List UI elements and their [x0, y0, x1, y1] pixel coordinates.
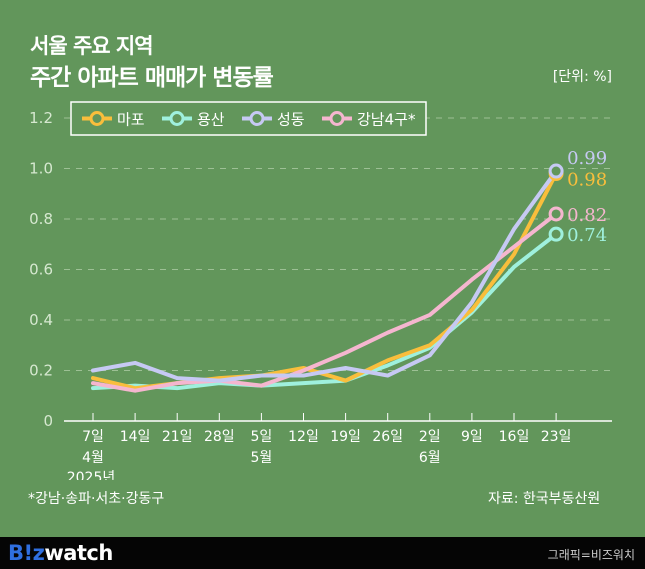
month-label: 5월	[251, 450, 273, 466]
series-lines	[91, 169, 559, 393]
chart-title-line2: 주간 아파트 매매가 변동률	[30, 65, 274, 91]
y-tick-label: 1.2	[29, 109, 53, 127]
month-label: 6월	[419, 450, 441, 466]
bizwatch-logo: B!zwatch	[8, 541, 113, 565]
legend-item-마포: 마포	[82, 111, 145, 129]
series-line-용산	[91, 232, 559, 391]
legend-item-강남4구*: 강남4구*	[322, 111, 416, 129]
footer-bar: B!zwatch 그래픽=비즈워치	[0, 537, 645, 569]
y-tick-label: 0	[43, 412, 53, 430]
end-value-label: 0.82	[567, 205, 607, 226]
end-marker	[548, 163, 564, 179]
y-tick-label: 0.8	[29, 210, 53, 228]
unit-label: [단위: %]	[552, 69, 612, 85]
y-tick-label: 0.2	[29, 362, 53, 380]
x-tick-label: 26일	[372, 429, 403, 445]
logo-biz: B!z	[8, 541, 45, 565]
y-tick-label: 0.6	[29, 261, 53, 279]
year-label: 2025년	[67, 470, 116, 480]
month-label: 4월	[82, 450, 104, 466]
legend-label: 용산	[197, 111, 225, 129]
legend: 마포 용산 성동 강남4구*	[70, 101, 427, 136]
legend-marker-icon	[169, 111, 185, 126]
x-tick-label: 21일	[162, 429, 193, 445]
end-marker	[548, 226, 564, 242]
end-value-label: 0.98	[567, 170, 607, 191]
end-marker	[548, 206, 564, 222]
series-line-강남4구*	[91, 211, 559, 393]
x-tick-label: 16일	[499, 429, 530, 445]
legend-item-용산: 용산	[162, 111, 225, 129]
line-chart: 0 0.2 0.4 0.6 0.8 1.0 1.2 7일 14일 21일 28일 5일 12일 19일 2…	[29, 101, 612, 480]
series-line-마포	[91, 171, 559, 391]
legend-marker-icon	[89, 111, 105, 126]
y-axis-ticks: 0 0.2 0.4 0.6 0.8 1.0 1.2	[29, 109, 53, 430]
legend-label: 강남4구*	[357, 111, 416, 129]
grid-lines	[64, 117, 612, 371]
graphic-credit: 그래픽=비즈워치	[547, 548, 635, 562]
end-labels: 0.74 0.98 0.82 0.99	[548, 148, 607, 246]
x-tick-label: 14일	[120, 429, 151, 445]
x-tick-label: 2일	[419, 429, 441, 445]
legend-item-성동: 성동	[242, 111, 305, 129]
x-axis: 7일 14일 21일 28일 5일 12일 19일 26일 2일 9일 16일 23일 4월 5월 6월 20…	[64, 413, 612, 480]
legend-label: 성동	[277, 111, 305, 129]
legend-marker-icon	[249, 111, 265, 126]
series-line-성동	[91, 169, 559, 383]
x-tick-label: 9일	[461, 429, 483, 445]
y-tick-label: 0.4	[29, 311, 53, 329]
x-tick-label: 12일	[288, 429, 319, 445]
x-tick-label: 28일	[204, 429, 235, 445]
end-value-label: 0.74	[567, 225, 607, 246]
logo-watch: watch	[44, 541, 113, 565]
x-tick-label: 23일	[541, 429, 572, 445]
y-tick-label: 1.0	[29, 160, 53, 178]
chart-title-line1: 서울 주요 지역	[30, 34, 154, 58]
legend-label: 마포	[117, 111, 145, 129]
end-value-label: 0.99	[567, 148, 607, 169]
x-tick-label: 7일	[82, 429, 104, 445]
x-tick-label: 5일	[251, 429, 273, 445]
source-label: 자료: 한국부동산원	[488, 491, 601, 507]
footnote: *강남·송파·서초·강동구	[28, 491, 165, 507]
legend-marker-icon	[329, 111, 345, 126]
x-tick-label: 19일	[330, 429, 361, 445]
